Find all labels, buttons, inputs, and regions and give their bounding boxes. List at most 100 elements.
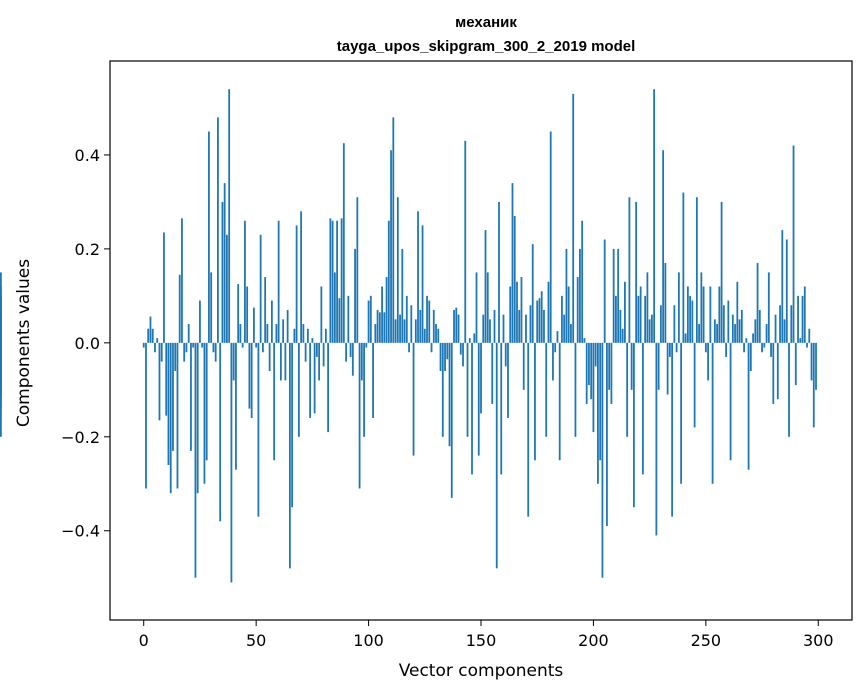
bar bbox=[617, 248, 620, 343]
bar bbox=[237, 284, 240, 343]
x-axis-ticks: 0 50 100 150 200 250 300 bbox=[139, 620, 834, 650]
bar bbox=[421, 225, 424, 343]
bar bbox=[338, 298, 341, 343]
y-axis-ticks: −0.4 −0.2 0.0 0.2 0.4 bbox=[61, 146, 110, 541]
bar bbox=[606, 342, 608, 527]
bar bbox=[149, 316, 152, 343]
bar bbox=[201, 342, 204, 348]
bar bbox=[300, 211, 303, 343]
bar bbox=[275, 324, 278, 343]
bar bbox=[704, 342, 707, 353]
bar bbox=[745, 338, 748, 343]
bar bbox=[169, 342, 172, 494]
bar bbox=[345, 342, 347, 362]
bar bbox=[322, 342, 325, 367]
bar bbox=[563, 314, 566, 343]
bar bbox=[295, 225, 298, 343]
bar bbox=[336, 220, 338, 343]
bar bbox=[637, 295, 640, 343]
bar bbox=[288, 342, 291, 569]
bar bbox=[394, 319, 397, 343]
bar bbox=[520, 277, 523, 343]
bar bbox=[235, 342, 237, 470]
bar bbox=[354, 248, 356, 343]
bar bbox=[176, 342, 179, 489]
bar bbox=[779, 305, 781, 343]
bar bbox=[650, 314, 653, 343]
bar bbox=[221, 201, 224, 343]
bar bbox=[172, 342, 174, 451]
bar bbox=[306, 328, 309, 343]
bar bbox=[480, 342, 482, 414]
x-tick-label: 50 bbox=[246, 631, 266, 650]
bar bbox=[270, 300, 273, 343]
bar bbox=[788, 342, 790, 437]
bar bbox=[603, 239, 606, 343]
bar bbox=[794, 342, 797, 386]
bar bbox=[311, 338, 314, 343]
y-axis-label: Components values bbox=[14, 259, 34, 427]
bar bbox=[428, 300, 431, 343]
bar bbox=[772, 342, 775, 404]
bar bbox=[599, 342, 602, 461]
bar bbox=[639, 286, 642, 343]
bar bbox=[277, 220, 280, 343]
bar bbox=[785, 239, 788, 343]
bar bbox=[226, 234, 228, 343]
bar bbox=[315, 342, 318, 357]
bar bbox=[680, 342, 683, 484]
bar bbox=[327, 342, 329, 433]
bar bbox=[749, 342, 752, 372]
bar bbox=[752, 333, 754, 343]
bar bbox=[758, 309, 761, 343]
bar bbox=[522, 342, 525, 390]
bar bbox=[214, 342, 217, 362]
bar bbox=[619, 309, 622, 343]
bar bbox=[502, 314, 505, 343]
bar bbox=[707, 342, 709, 381]
bar bbox=[581, 220, 584, 343]
bar bbox=[597, 342, 599, 484]
bar bbox=[588, 342, 590, 386]
bar bbox=[342, 143, 345, 343]
bar bbox=[799, 338, 802, 343]
bar bbox=[369, 295, 372, 343]
bar bbox=[561, 295, 563, 343]
bar bbox=[540, 291, 543, 343]
bar bbox=[183, 342, 186, 362]
x-tick-label: 150 bbox=[466, 631, 497, 650]
bar bbox=[806, 342, 808, 348]
bar bbox=[372, 342, 374, 419]
bar bbox=[419, 309, 422, 343]
bar bbox=[450, 342, 453, 498]
bar bbox=[212, 342, 215, 353]
bar bbox=[716, 324, 718, 343]
bar bbox=[765, 324, 768, 343]
bar bbox=[363, 342, 365, 437]
bar bbox=[783, 319, 786, 343]
bar bbox=[414, 319, 417, 343]
bar bbox=[686, 286, 689, 343]
bar bbox=[390, 150, 392, 343]
bar bbox=[538, 298, 541, 343]
bar bbox=[210, 272, 213, 343]
bar bbox=[498, 201, 500, 343]
bar bbox=[297, 342, 300, 437]
bar bbox=[302, 324, 305, 343]
bar bbox=[266, 324, 269, 343]
bar bbox=[432, 309, 435, 343]
bar bbox=[801, 295, 804, 343]
bar bbox=[185, 342, 188, 353]
bar bbox=[286, 309, 289, 343]
bar bbox=[763, 342, 766, 348]
bar bbox=[576, 277, 579, 343]
bar bbox=[230, 342, 233, 583]
bar bbox=[412, 342, 415, 456]
bar bbox=[365, 342, 368, 348]
bar bbox=[410, 305, 413, 343]
bar bbox=[803, 286, 806, 343]
bar bbox=[500, 342, 503, 475]
y-tick-label: −0.4 bbox=[61, 522, 100, 541]
bar bbox=[729, 342, 732, 461]
